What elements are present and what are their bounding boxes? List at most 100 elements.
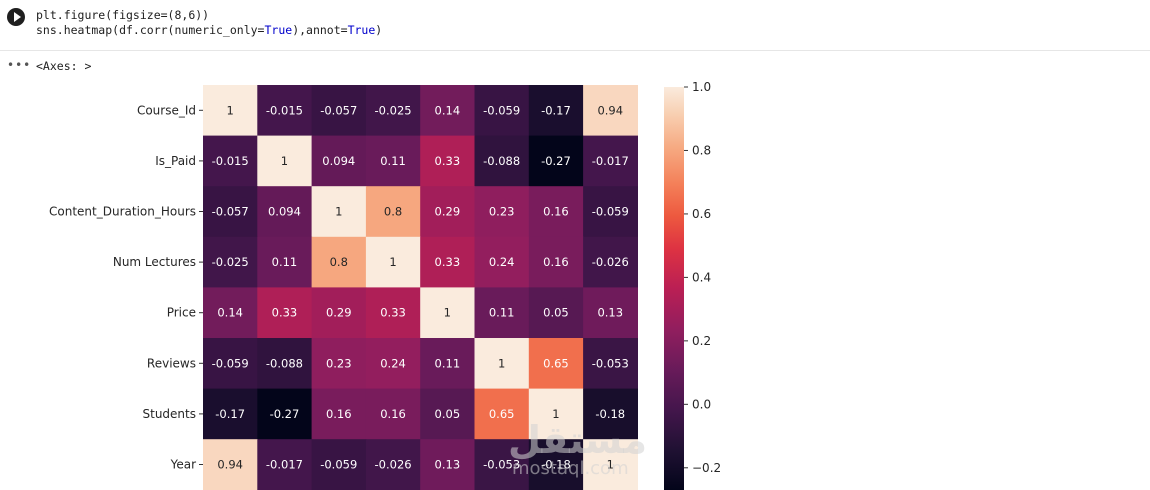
cell-annotation: 0.14 — [217, 306, 243, 320]
heatmap-cell — [420, 388, 476, 440]
cell-annotation: -0.026 — [592, 255, 629, 269]
cell-annotation: -0.017 — [592, 154, 629, 168]
heatmap-cell — [257, 186, 313, 238]
cell-annotation: -0.17 — [541, 103, 571, 117]
heatmap-cell — [365, 85, 421, 137]
cell-annotation: -0.27 — [541, 154, 571, 168]
heatmap-cell — [365, 186, 421, 238]
colorbar-tick-label: 0.0 — [692, 397, 711, 411]
cell-annotation: 0.24 — [380, 356, 406, 370]
heatmap-cell — [528, 85, 584, 137]
colorbar-tick-label: 0.6 — [692, 207, 711, 221]
heatmap-cell — [583, 135, 638, 187]
heatmap-cell — [365, 439, 421, 490]
cell-annotation: 0.33 — [380, 306, 406, 320]
heatmap-cell — [420, 439, 476, 490]
heatmap-cell — [528, 135, 584, 187]
row-label: Price — [167, 306, 196, 320]
heatmap-cell — [528, 338, 584, 390]
cell-annotation: 1 — [335, 205, 342, 219]
heatmap-cell — [365, 388, 421, 440]
heatmap-cell — [474, 135, 530, 187]
cell-annotation: 0.8 — [384, 205, 402, 219]
cell-annotation: 0.23 — [326, 356, 352, 370]
heatmap-cell — [257, 338, 313, 390]
cell-annotation: 0.24 — [489, 255, 515, 269]
heatmap-cell — [528, 439, 584, 490]
row-label: Year — [170, 458, 196, 472]
cell-annotation: 0.13 — [435, 458, 461, 472]
cell-annotation: 0.33 — [435, 255, 461, 269]
heatmap-cell — [311, 388, 367, 440]
run-cell-button[interactable] — [7, 8, 25, 26]
cell-annotation: -0.18 — [541, 458, 571, 472]
code-editor[interactable]: plt.figure(figsize=(8,6)) sns.heatmap(df… — [36, 8, 382, 38]
heatmap-cell — [474, 236, 530, 288]
code-cell[interactable]: plt.figure(figsize=(8,6)) sns.heatmap(df… — [0, 0, 1150, 51]
heatmap-cell — [311, 135, 367, 187]
heatmap-cell — [203, 439, 258, 490]
row-label: Reviews — [147, 356, 196, 370]
cell-annotation: -0.025 — [375, 103, 412, 117]
cell-annotation: -0.053 — [592, 356, 629, 370]
heatmap-cell — [311, 236, 367, 288]
heatmap-cell — [257, 287, 313, 339]
heatmap-cell — [420, 287, 476, 339]
colorbar-tick-label: 1.0 — [692, 80, 711, 94]
heatmap-cell — [203, 186, 258, 238]
cell-annotation: 0.23 — [489, 205, 515, 219]
output-header: ••• <Axes: > — [0, 58, 400, 78]
colorbar — [664, 87, 684, 490]
cell-annotation: 0.11 — [272, 255, 298, 269]
cell-annotation: 0.11 — [435, 356, 461, 370]
cell-annotation: 0.16 — [326, 407, 352, 421]
row-label: Content_Duration_Hours — [49, 205, 196, 219]
heatmap-cell — [203, 135, 258, 187]
heatmap-cell — [311, 287, 367, 339]
heatmap-cell — [365, 236, 421, 288]
cell-annotation: 0.33 — [435, 154, 461, 168]
ellipsis-icon[interactable]: ••• — [7, 58, 32, 72]
colorbar-tick-label: 0.4 — [692, 270, 711, 284]
code-text: sns.heatmap(df.corr(numeric_only= — [36, 23, 265, 37]
cell-annotation: -0.015 — [266, 103, 303, 117]
cell-annotation: -0.059 — [320, 458, 357, 472]
cell-annotation: 0.094 — [322, 154, 355, 168]
cell-annotation: -0.17 — [215, 407, 245, 421]
cell-annotation: -0.088 — [266, 356, 303, 370]
cell-annotation: 0.8 — [330, 255, 348, 269]
cell-annotation: 1 — [607, 458, 614, 472]
cell-annotation: 0.11 — [380, 154, 406, 168]
code-line-1: plt.figure(figsize=(8,6)) — [36, 8, 210, 22]
heatmap-cell — [528, 186, 584, 238]
colorbar-tick-label: 0.8 — [692, 143, 711, 157]
cell-annotation: 1 — [552, 407, 559, 421]
cell-annotation: 1 — [498, 356, 505, 370]
heatmap-cell — [311, 338, 367, 390]
heatmap-cell — [528, 388, 584, 440]
heatmap-cell — [311, 85, 367, 137]
cell-annotation: -0.059 — [483, 103, 520, 117]
heatmap-cell — [365, 338, 421, 390]
heatmap-cell — [583, 287, 638, 339]
cell-annotation: -0.025 — [212, 255, 249, 269]
code-keyword: True — [264, 23, 293, 37]
code-keyword: True — [347, 23, 376, 37]
cell-annotation: -0.059 — [592, 205, 629, 219]
cell-annotation: 0.33 — [272, 306, 298, 320]
heatmap-cell — [583, 85, 638, 137]
cell-annotation: -0.088 — [483, 154, 520, 168]
heatmap-cell — [257, 388, 313, 440]
heatmap-cell — [257, 85, 313, 137]
cell-annotation: 0.65 — [489, 407, 515, 421]
cell-annotation: 0.16 — [543, 205, 569, 219]
cell-annotation: 0.05 — [435, 407, 461, 421]
cell-annotation: 0.11 — [489, 306, 515, 320]
heatmap-cell — [257, 236, 313, 288]
row-label: Num Lectures — [113, 255, 196, 269]
cell-annotation: 0.13 — [597, 306, 623, 320]
heatmap-cell — [474, 287, 530, 339]
heatmap-cell — [420, 186, 476, 238]
cell-annotation: -0.18 — [595, 407, 625, 421]
